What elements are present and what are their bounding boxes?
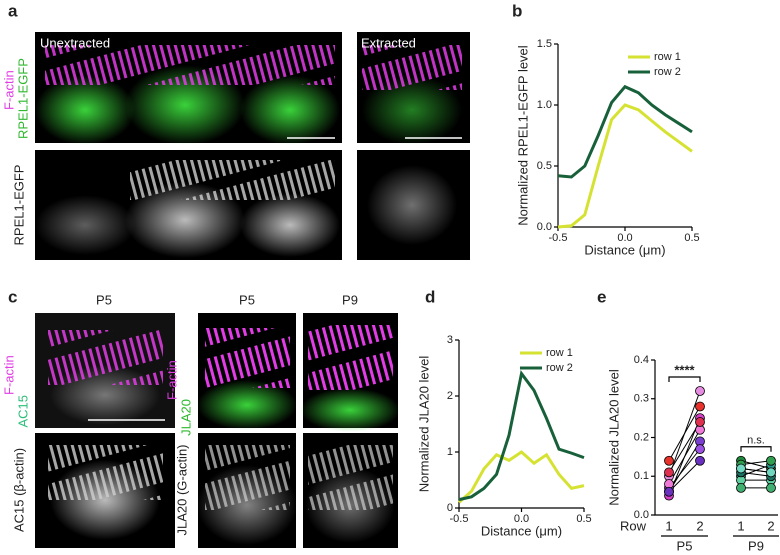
x-tick-label: 0.0	[617, 232, 632, 244]
y-tick-label: 0.3	[634, 393, 649, 405]
y-tick-label: 0.0	[537, 221, 552, 233]
series-line	[457, 450, 585, 504]
x-axis-label: Row	[620, 518, 647, 533]
panel-label: b	[512, 1, 522, 20]
x-tick-label: 0.0	[514, 513, 529, 525]
significance-label: n.s.	[747, 435, 765, 447]
y-tick-label: 0	[447, 502, 453, 514]
data-point	[766, 455, 776, 466]
channel-label: F-actin	[1, 355, 16, 395]
x-tick-label: 1	[665, 518, 672, 533]
panel-label: c	[8, 287, 17, 306]
x-tick-label: 2	[696, 518, 703, 533]
y-axis-label: Normalized RPEL1-EGFP level	[515, 45, 530, 225]
pair-line	[740, 468, 772, 473]
group-label: P5	[677, 538, 693, 553]
data-point	[695, 401, 705, 412]
pair-line	[668, 460, 701, 493]
data-point	[664, 467, 674, 478]
x-tick-label: 0.5	[576, 513, 591, 525]
pair-line	[740, 471, 772, 477]
data-point	[664, 486, 674, 497]
pair-line	[740, 460, 772, 469]
y-axis-label: Normalized JLA20 level	[606, 369, 621, 506]
pair-line	[668, 390, 701, 477]
x-tick-label: 1	[737, 518, 744, 533]
channel-label: RPEL1-EGFP	[11, 165, 26, 246]
y-tick-label: 0.0	[634, 509, 649, 521]
y-tick-label: 2	[447, 390, 453, 402]
panel-label: d	[425, 287, 435, 306]
group-label: P9	[748, 538, 764, 553]
data-point	[766, 482, 776, 493]
x-tick-label: -0.5	[450, 513, 469, 525]
legend-label: row 2	[546, 362, 573, 374]
channel-label: F-actin	[1, 70, 16, 110]
data-point	[766, 467, 776, 478]
series-line	[557, 84, 693, 179]
y-tick-label: 1.5	[537, 38, 552, 50]
data-point	[736, 482, 746, 493]
x-tick-label: -0.5	[549, 232, 568, 244]
channel-label: RPEL1-EGFP	[15, 58, 30, 139]
panel-label: e	[597, 287, 606, 306]
age-label: P5	[239, 292, 255, 307]
data-point	[664, 455, 674, 466]
age-label: P9	[342, 292, 358, 307]
image-panel-c	[35, 313, 400, 548]
data-point	[736, 463, 746, 474]
channel-label: JLA20 (G-actin)	[174, 444, 189, 535]
data-point	[695, 444, 705, 455]
y-axis-label: Normalized JLA20 level	[416, 356, 431, 493]
data-point	[695, 455, 705, 466]
series-line	[557, 103, 693, 229]
y-tick-label: 0.2	[634, 431, 649, 443]
image-panel-a	[35, 32, 470, 260]
y-tick-label: 0.4	[634, 354, 649, 366]
x-axis-label: Distance (μm)	[481, 523, 562, 538]
pair-line	[740, 460, 772, 466]
x-tick-label: 0.5	[684, 232, 699, 244]
y-tick-label: 0.1	[634, 470, 649, 482]
panel-label: a	[8, 1, 18, 20]
channel-label: AC15	[15, 395, 30, 428]
y-tick-label: 1	[447, 446, 453, 458]
condition-label: Unextracted	[40, 35, 110, 50]
significance-label: ****	[674, 362, 695, 377]
y-tick-label: 3	[447, 334, 453, 346]
significance-bracket	[668, 376, 701, 382]
pair-line	[668, 448, 701, 489]
series-line	[458, 370, 585, 502]
x-axis-label: Distance (μm)	[584, 242, 665, 257]
age-label: P5	[96, 292, 112, 307]
significance-bracket	[740, 446, 772, 452]
channel-label: AC15 (β-actin)	[11, 448, 26, 532]
y-tick-label: 0.5	[537, 160, 552, 172]
pair-line	[668, 429, 701, 485]
legend-label: row 1	[546, 347, 573, 359]
channel-label: F-actin	[164, 360, 179, 400]
condition-label: Extracted	[361, 35, 416, 50]
channel-label: JLA20	[178, 399, 193, 436]
legend-label: row 2	[654, 66, 681, 78]
x-tick-label: 2	[767, 518, 774, 533]
data-point	[695, 417, 705, 427]
data-point	[695, 386, 705, 396]
pair-line	[668, 421, 701, 473]
legend-label: row 1	[654, 51, 681, 63]
y-tick-label: 1.0	[537, 99, 552, 111]
